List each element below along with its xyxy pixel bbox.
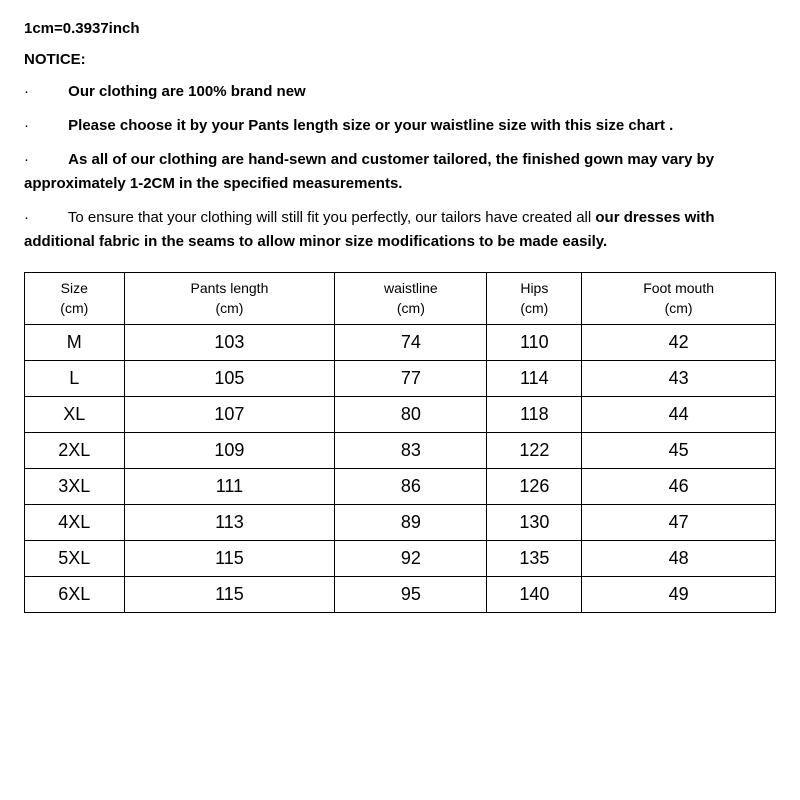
- table-row: L1057711443: [25, 361, 776, 397]
- cell-value: 74: [335, 325, 487, 361]
- cell-size: 2XL: [25, 433, 125, 469]
- cell-value: 45: [582, 433, 776, 469]
- cell-value: 115: [124, 541, 335, 577]
- cell-value: 107: [124, 397, 335, 433]
- cell-size: M: [25, 325, 125, 361]
- cell-size: XL: [25, 397, 125, 433]
- bullet-dot-icon: ·: [24, 114, 64, 138]
- notice-bullet-3: · As all of our clothing are hand-sewn a…: [24, 148, 776, 196]
- bullet-text: Please choose it by your Pants length si…: [68, 117, 673, 134]
- bullet-dot-icon: ·: [24, 148, 64, 172]
- cell-value: 140: [487, 577, 582, 613]
- col-waistline: waistline(cm): [335, 273, 487, 325]
- cell-value: 105: [124, 361, 335, 397]
- cell-value: 109: [124, 433, 335, 469]
- col-size: Size(cm): [25, 273, 125, 325]
- col-hips: Hips(cm): [487, 273, 582, 325]
- bullet-text-normal: To ensure that your clothing will still …: [68, 209, 595, 226]
- cell-size: 4XL: [25, 505, 125, 541]
- cell-value: 103: [124, 325, 335, 361]
- cell-value: 135: [487, 541, 582, 577]
- bullet-dot-icon: ·: [24, 206, 64, 230]
- cell-value: 46: [582, 469, 776, 505]
- cell-size: 5XL: [25, 541, 125, 577]
- bullet-text: As all of our clothing are hand-sewn and…: [24, 151, 714, 192]
- table-row: M1037411042: [25, 325, 776, 361]
- table-row: 3XL1118612646: [25, 469, 776, 505]
- cell-value: 80: [335, 397, 487, 433]
- notice-heading: NOTICE:: [24, 51, 776, 68]
- table-row: XL1078011844: [25, 397, 776, 433]
- cell-value: 86: [335, 469, 487, 505]
- table-row: 6XL1159514049: [25, 577, 776, 613]
- notice-bullet-4: · To ensure that your clothing will stil…: [24, 206, 776, 254]
- cell-value: 47: [582, 505, 776, 541]
- col-foot-mouth: Foot mouth(cm): [582, 273, 776, 325]
- table-row: 2XL1098312245: [25, 433, 776, 469]
- col-pants-length: Pants length(cm): [124, 273, 335, 325]
- cell-value: 113: [124, 505, 335, 541]
- cell-size: L: [25, 361, 125, 397]
- cell-value: 49: [582, 577, 776, 613]
- cell-value: 110: [487, 325, 582, 361]
- cell-value: 122: [487, 433, 582, 469]
- cell-value: 42: [582, 325, 776, 361]
- cell-value: 83: [335, 433, 487, 469]
- cell-value: 92: [335, 541, 487, 577]
- notice-bullet-2: · Please choose it by your Pants length …: [24, 114, 776, 138]
- cell-value: 89: [335, 505, 487, 541]
- cell-value: 95: [335, 577, 487, 613]
- table-row: 5XL1159213548: [25, 541, 776, 577]
- cell-value: 114: [487, 361, 582, 397]
- cell-size: 3XL: [25, 469, 125, 505]
- cell-value: 130: [487, 505, 582, 541]
- notice-bullet-1: · Our clothing are 100% brand new: [24, 80, 776, 104]
- cell-value: 118: [487, 397, 582, 433]
- table-body: M1037411042L1057711443XL10780118442XL109…: [25, 325, 776, 613]
- table-row: 4XL1138913047: [25, 505, 776, 541]
- conversion-note: 1cm=0.3937inch: [24, 20, 776, 37]
- cell-value: 126: [487, 469, 582, 505]
- bullet-dot-icon: ·: [24, 80, 64, 104]
- cell-value: 115: [124, 577, 335, 613]
- table-header-row: Size(cm) Pants length(cm) waistline(cm) …: [25, 273, 776, 325]
- cell-value: 43: [582, 361, 776, 397]
- cell-size: 6XL: [25, 577, 125, 613]
- bullet-text: Our clothing are 100% brand new: [68, 83, 306, 100]
- cell-value: 77: [335, 361, 487, 397]
- size-chart-table: Size(cm) Pants length(cm) waistline(cm) …: [24, 272, 776, 613]
- cell-value: 44: [582, 397, 776, 433]
- cell-value: 48: [582, 541, 776, 577]
- cell-value: 111: [124, 469, 335, 505]
